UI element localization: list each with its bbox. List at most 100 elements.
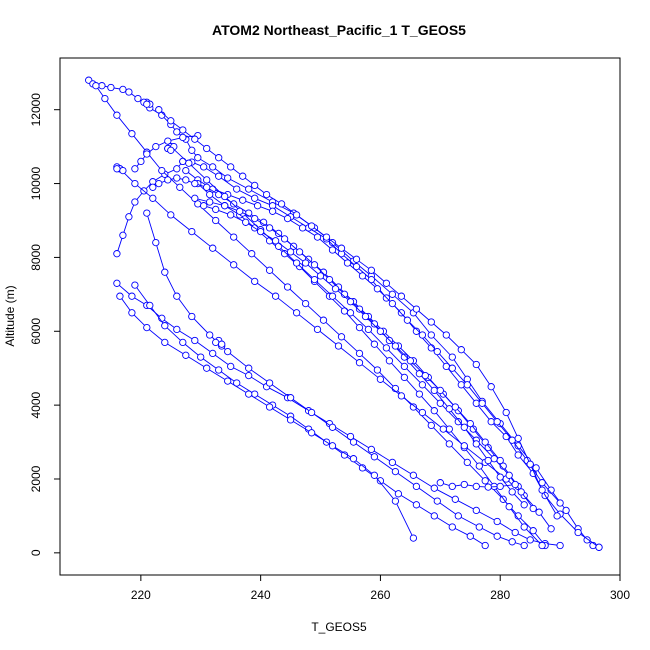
data-point	[155, 106, 163, 114]
data-point	[155, 179, 163, 188]
data-point	[409, 534, 418, 542]
data-point	[131, 179, 139, 188]
y-tick-label: 0	[29, 549, 43, 556]
data-point	[200, 202, 208, 210]
data-point	[451, 403, 459, 411]
series-7	[131, 131, 202, 173]
data-point	[451, 495, 459, 503]
data-point	[553, 512, 561, 520]
data-point	[352, 255, 361, 263]
series-19	[113, 163, 127, 175]
data-point	[331, 285, 340, 293]
data-point	[454, 418, 462, 426]
data-point	[119, 166, 127, 175]
data-point	[301, 299, 310, 308]
data-point	[472, 440, 480, 448]
data-point	[427, 318, 435, 326]
data-point	[493, 532, 501, 540]
data-point	[98, 82, 106, 90]
data-point	[245, 364, 253, 372]
data-point	[242, 218, 250, 226]
series-line	[119, 168, 552, 530]
data-point	[514, 451, 522, 459]
data-point	[481, 541, 489, 550]
data-point	[526, 536, 534, 544]
data-point	[328, 238, 337, 247]
data-point	[430, 407, 438, 415]
data-point	[280, 235, 289, 243]
data-point	[412, 482, 421, 491]
data-point	[313, 233, 322, 241]
data-point	[475, 462, 483, 470]
data-point	[355, 323, 364, 332]
data-point	[265, 266, 274, 274]
data-point	[460, 423, 468, 431]
data-point	[433, 497, 441, 505]
data-point	[179, 126, 187, 134]
y-tick-label: 8000	[29, 244, 43, 271]
data-point	[203, 364, 211, 372]
data-point	[146, 301, 154, 310]
data-point	[487, 418, 495, 426]
x-tick-label: 220	[131, 588, 151, 602]
data-point	[448, 353, 456, 361]
data-point	[253, 202, 262, 210]
data-point	[236, 207, 244, 215]
data-point	[445, 405, 453, 413]
data-point	[382, 344, 391, 352]
data-point	[161, 322, 169, 330]
data-point	[508, 488, 516, 496]
data-point	[343, 259, 352, 267]
data-point	[125, 88, 133, 96]
data-point	[218, 340, 226, 348]
data-point	[457, 346, 465, 354]
data-point	[409, 403, 418, 411]
series-line	[170, 146, 534, 509]
series-16	[155, 106, 561, 520]
data-point	[412, 305, 421, 313]
data-point	[262, 190, 271, 199]
data-point	[251, 194, 259, 202]
x-axis-label: T_GEOS5	[311, 620, 367, 634]
data-point	[239, 196, 247, 204]
series-5	[92, 82, 549, 550]
data-point	[547, 525, 555, 533]
data-point	[472, 482, 480, 491]
data-point	[349, 438, 358, 446]
data-point	[376, 477, 385, 485]
data-point	[167, 146, 175, 154]
data-point	[233, 185, 241, 193]
data-point	[310, 261, 319, 269]
series-line	[158, 109, 558, 517]
data-point	[511, 528, 519, 537]
data-point	[466, 419, 474, 428]
data-point	[161, 268, 169, 276]
data-point	[409, 471, 418, 479]
data-point	[215, 154, 223, 162]
data-point	[298, 224, 307, 232]
data-point	[251, 277, 259, 286]
series-20	[164, 142, 178, 154]
data-point	[355, 349, 364, 358]
data-point	[352, 262, 361, 271]
data-point	[206, 190, 214, 199]
data-point	[107, 83, 115, 92]
data-point	[529, 504, 537, 513]
data-point	[200, 163, 208, 171]
data-point	[529, 527, 537, 535]
data-point	[493, 517, 501, 526]
data-point	[460, 442, 468, 450]
data-point	[595, 543, 603, 551]
data-point	[215, 190, 223, 199]
data-point	[307, 222, 316, 230]
data-point	[188, 312, 196, 321]
data-point	[221, 202, 229, 210]
data-point	[325, 275, 334, 284]
data-point	[137, 157, 145, 166]
data-point	[487, 383, 495, 391]
data-point	[334, 342, 343, 350]
data-point	[307, 429, 316, 437]
data-point	[430, 484, 438, 492]
data-point	[433, 347, 441, 356]
y-axis: 0 2000 4000 6000 8000 10000 12000	[29, 93, 61, 556]
